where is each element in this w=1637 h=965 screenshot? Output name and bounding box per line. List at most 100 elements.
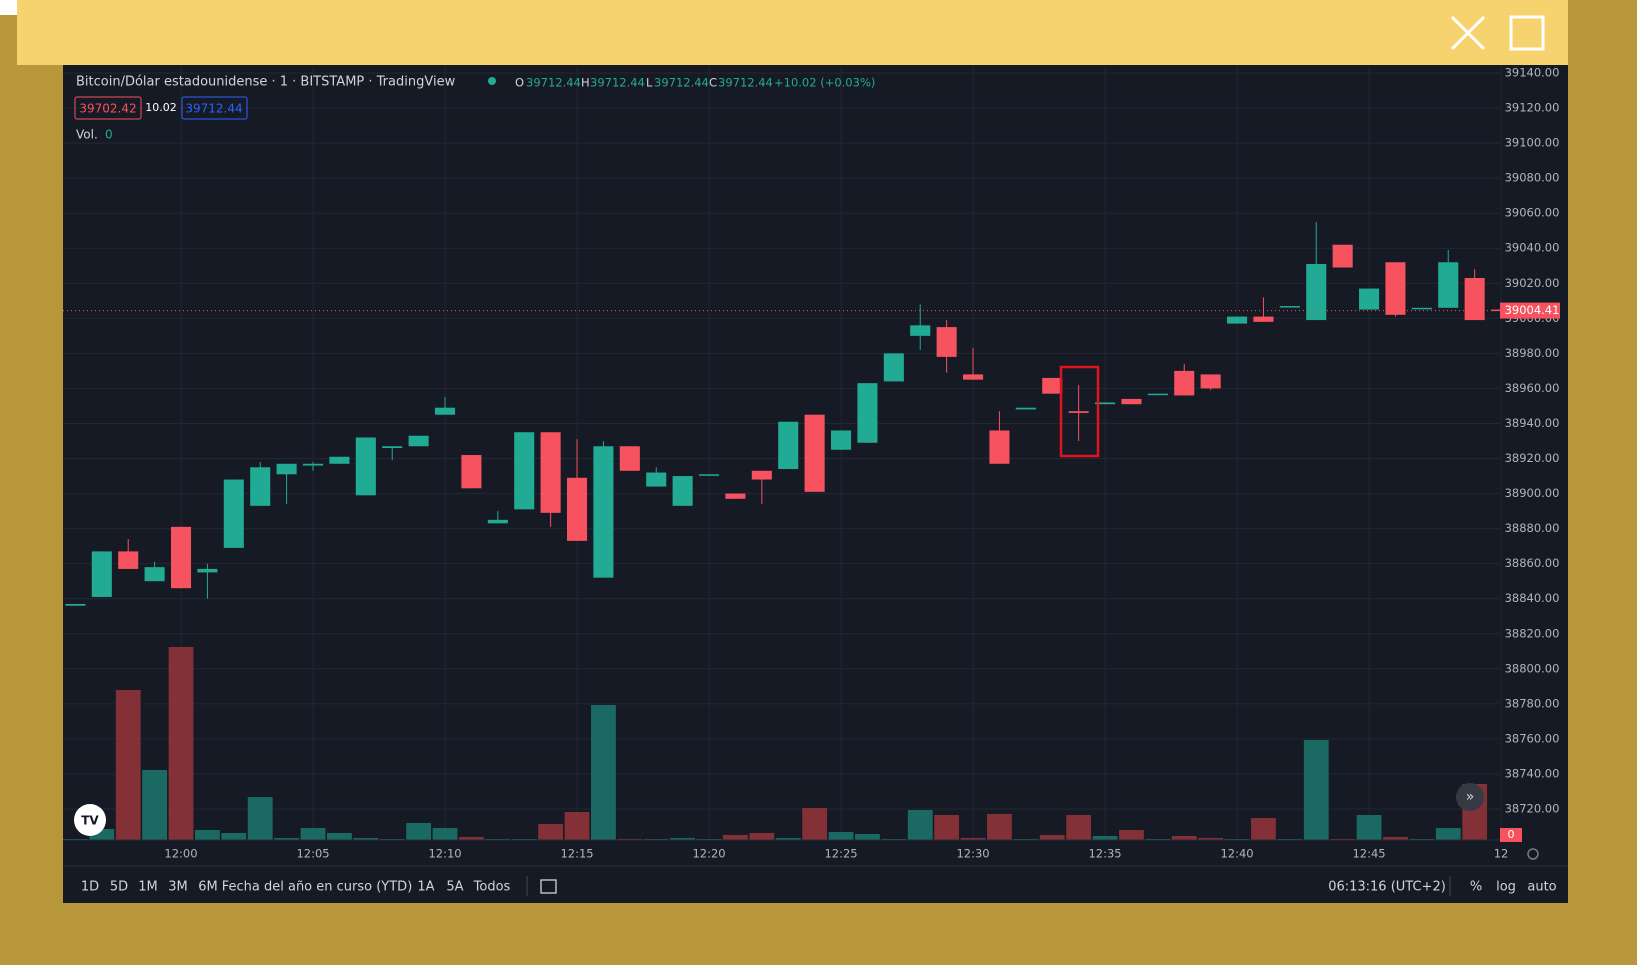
- range-button[interactable]: 5A: [446, 880, 463, 895]
- volume-bar: [195, 830, 220, 840]
- x-tick-label: 12: [1494, 847, 1509, 861]
- x-tick-label: 12:40: [1220, 847, 1253, 861]
- volume-bar: [168, 647, 194, 840]
- range-button[interactable]: 3M: [168, 880, 188, 895]
- range-button[interactable]: 1M: [138, 880, 158, 895]
- candle-body: [1253, 316, 1274, 322]
- candle-body: [1147, 393, 1168, 396]
- scroll-button[interactable]: [1456, 783, 1484, 811]
- volume-bar: [1198, 838, 1224, 840]
- y-tick-label: 39140.00: [1505, 66, 1560, 80]
- candle-body: [118, 551, 139, 569]
- volume-bar: [1039, 835, 1065, 840]
- y-tick-label: 39040.00: [1505, 241, 1560, 255]
- y-tick-label: 39080.00: [1505, 171, 1560, 185]
- candle-body: [1279, 306, 1300, 308]
- volume-bar: [274, 838, 300, 840]
- ohlc-value: 39712.44: [590, 76, 645, 90]
- candle-body: [382, 446, 403, 449]
- candle-body: [329, 456, 350, 464]
- log-toggle[interactable]: log: [1496, 880, 1516, 895]
- volume-bar: [828, 832, 854, 840]
- candle-body: [1306, 264, 1327, 321]
- y-tick-label: 38980.00: [1505, 346, 1560, 360]
- scroll-icon: »: [1466, 789, 1475, 805]
- volume-bar: [327, 833, 352, 840]
- candle-body: [355, 437, 376, 496]
- candle-body: [698, 474, 720, 476]
- candle-body: [408, 435, 429, 447]
- volume-bar: [1303, 740, 1329, 840]
- tv-logo[interactable]: [74, 804, 106, 836]
- range-button[interactable]: 1A: [417, 880, 434, 895]
- candle-body: [1015, 407, 1036, 410]
- candle-body: [804, 414, 825, 492]
- candle-body: [566, 477, 588, 541]
- y-tick-label: 39020.00: [1505, 276, 1560, 290]
- candle-body: [1438, 262, 1459, 308]
- percent-toggle[interactable]: %: [1470, 880, 1482, 895]
- x-tick-label: 12:20: [692, 847, 725, 861]
- volume-label: Vol.: [76, 128, 98, 142]
- range-button[interactable]: 1D: [81, 880, 99, 895]
- candle-body: [487, 519, 508, 524]
- volume-bar: [1171, 836, 1197, 840]
- last-price-label: 39004.41: [1505, 303, 1560, 317]
- candle-body: [1359, 288, 1380, 310]
- last-volume-label: 0: [1508, 828, 1515, 841]
- y-tick-label: 38780.00: [1505, 696, 1560, 710]
- range-button[interactable]: 6M: [198, 880, 218, 895]
- candle-body: [276, 463, 297, 475]
- date-range-icon[interactable]: [540, 879, 557, 894]
- range-button[interactable]: Fecha del año en curso (YTD): [222, 880, 413, 895]
- volume-bar: [855, 834, 880, 840]
- x-tick-label: 12:35: [1088, 847, 1121, 861]
- auto-toggle[interactable]: auto: [1527, 880, 1556, 895]
- corner: [0, 0, 17, 15]
- volume-bar: [247, 797, 273, 840]
- range-button[interactable]: Todos: [473, 880, 511, 895]
- volume-bar: [89, 829, 115, 840]
- volume-bar: [907, 810, 933, 840]
- volume-bar: [115, 690, 141, 840]
- candle-body: [646, 472, 667, 487]
- y-tick-label: 38800.00: [1505, 661, 1560, 675]
- volume-bar: [802, 808, 828, 840]
- settings-icon[interactable]: [1527, 848, 1539, 860]
- volume-bar: [432, 828, 458, 840]
- candle-body: [1332, 244, 1353, 268]
- maximize-button[interactable]: [1509, 15, 1545, 51]
- plot: 39140.00 39120.00 39100.00 39080.00 39060.00…: [63, 66, 1559, 861]
- clock: 06:13:16 (UTC+2): [1328, 880, 1446, 895]
- y-tick-label: 38920.00: [1505, 451, 1560, 465]
- ohlc-label: L: [646, 76, 653, 90]
- volume-bar: [564, 812, 590, 840]
- range-button[interactable]: 5D: [110, 880, 128, 895]
- bid-box[interactable]: [74, 96, 142, 120]
- candle-body: [857, 383, 878, 443]
- ohlc-label: O: [515, 76, 524, 90]
- volume-bar: [1383, 837, 1408, 840]
- y-tick-label: 39120.00: [1505, 101, 1560, 115]
- volume-bar: [300, 828, 326, 840]
- y-tick-label: 38720.00: [1505, 801, 1560, 815]
- close-button[interactable]: [1450, 15, 1486, 51]
- candle-body: [223, 479, 244, 548]
- x-tick-label: 12:45: [1352, 847, 1385, 861]
- candle-body: [936, 327, 957, 357]
- y-tick-label: 38760.00: [1505, 731, 1560, 745]
- volume-bar: [1435, 828, 1461, 840]
- x-tick-label: 12:30: [956, 847, 989, 861]
- volume-bar: [221, 833, 247, 840]
- ask-box[interactable]: [181, 96, 248, 120]
- window-bar: [17, 0, 1568, 65]
- candle-body: [144, 567, 165, 582]
- highlight-box: [1059, 365, 1100, 458]
- candle-body: [1411, 307, 1432, 310]
- candle-body: [910, 325, 931, 336]
- last-price-badge: [1500, 302, 1560, 319]
- candle-body: [1464, 278, 1485, 321]
